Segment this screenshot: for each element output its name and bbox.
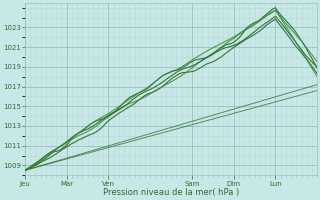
- X-axis label: Pression niveau de la mer( hPa ): Pression niveau de la mer( hPa ): [103, 188, 239, 197]
